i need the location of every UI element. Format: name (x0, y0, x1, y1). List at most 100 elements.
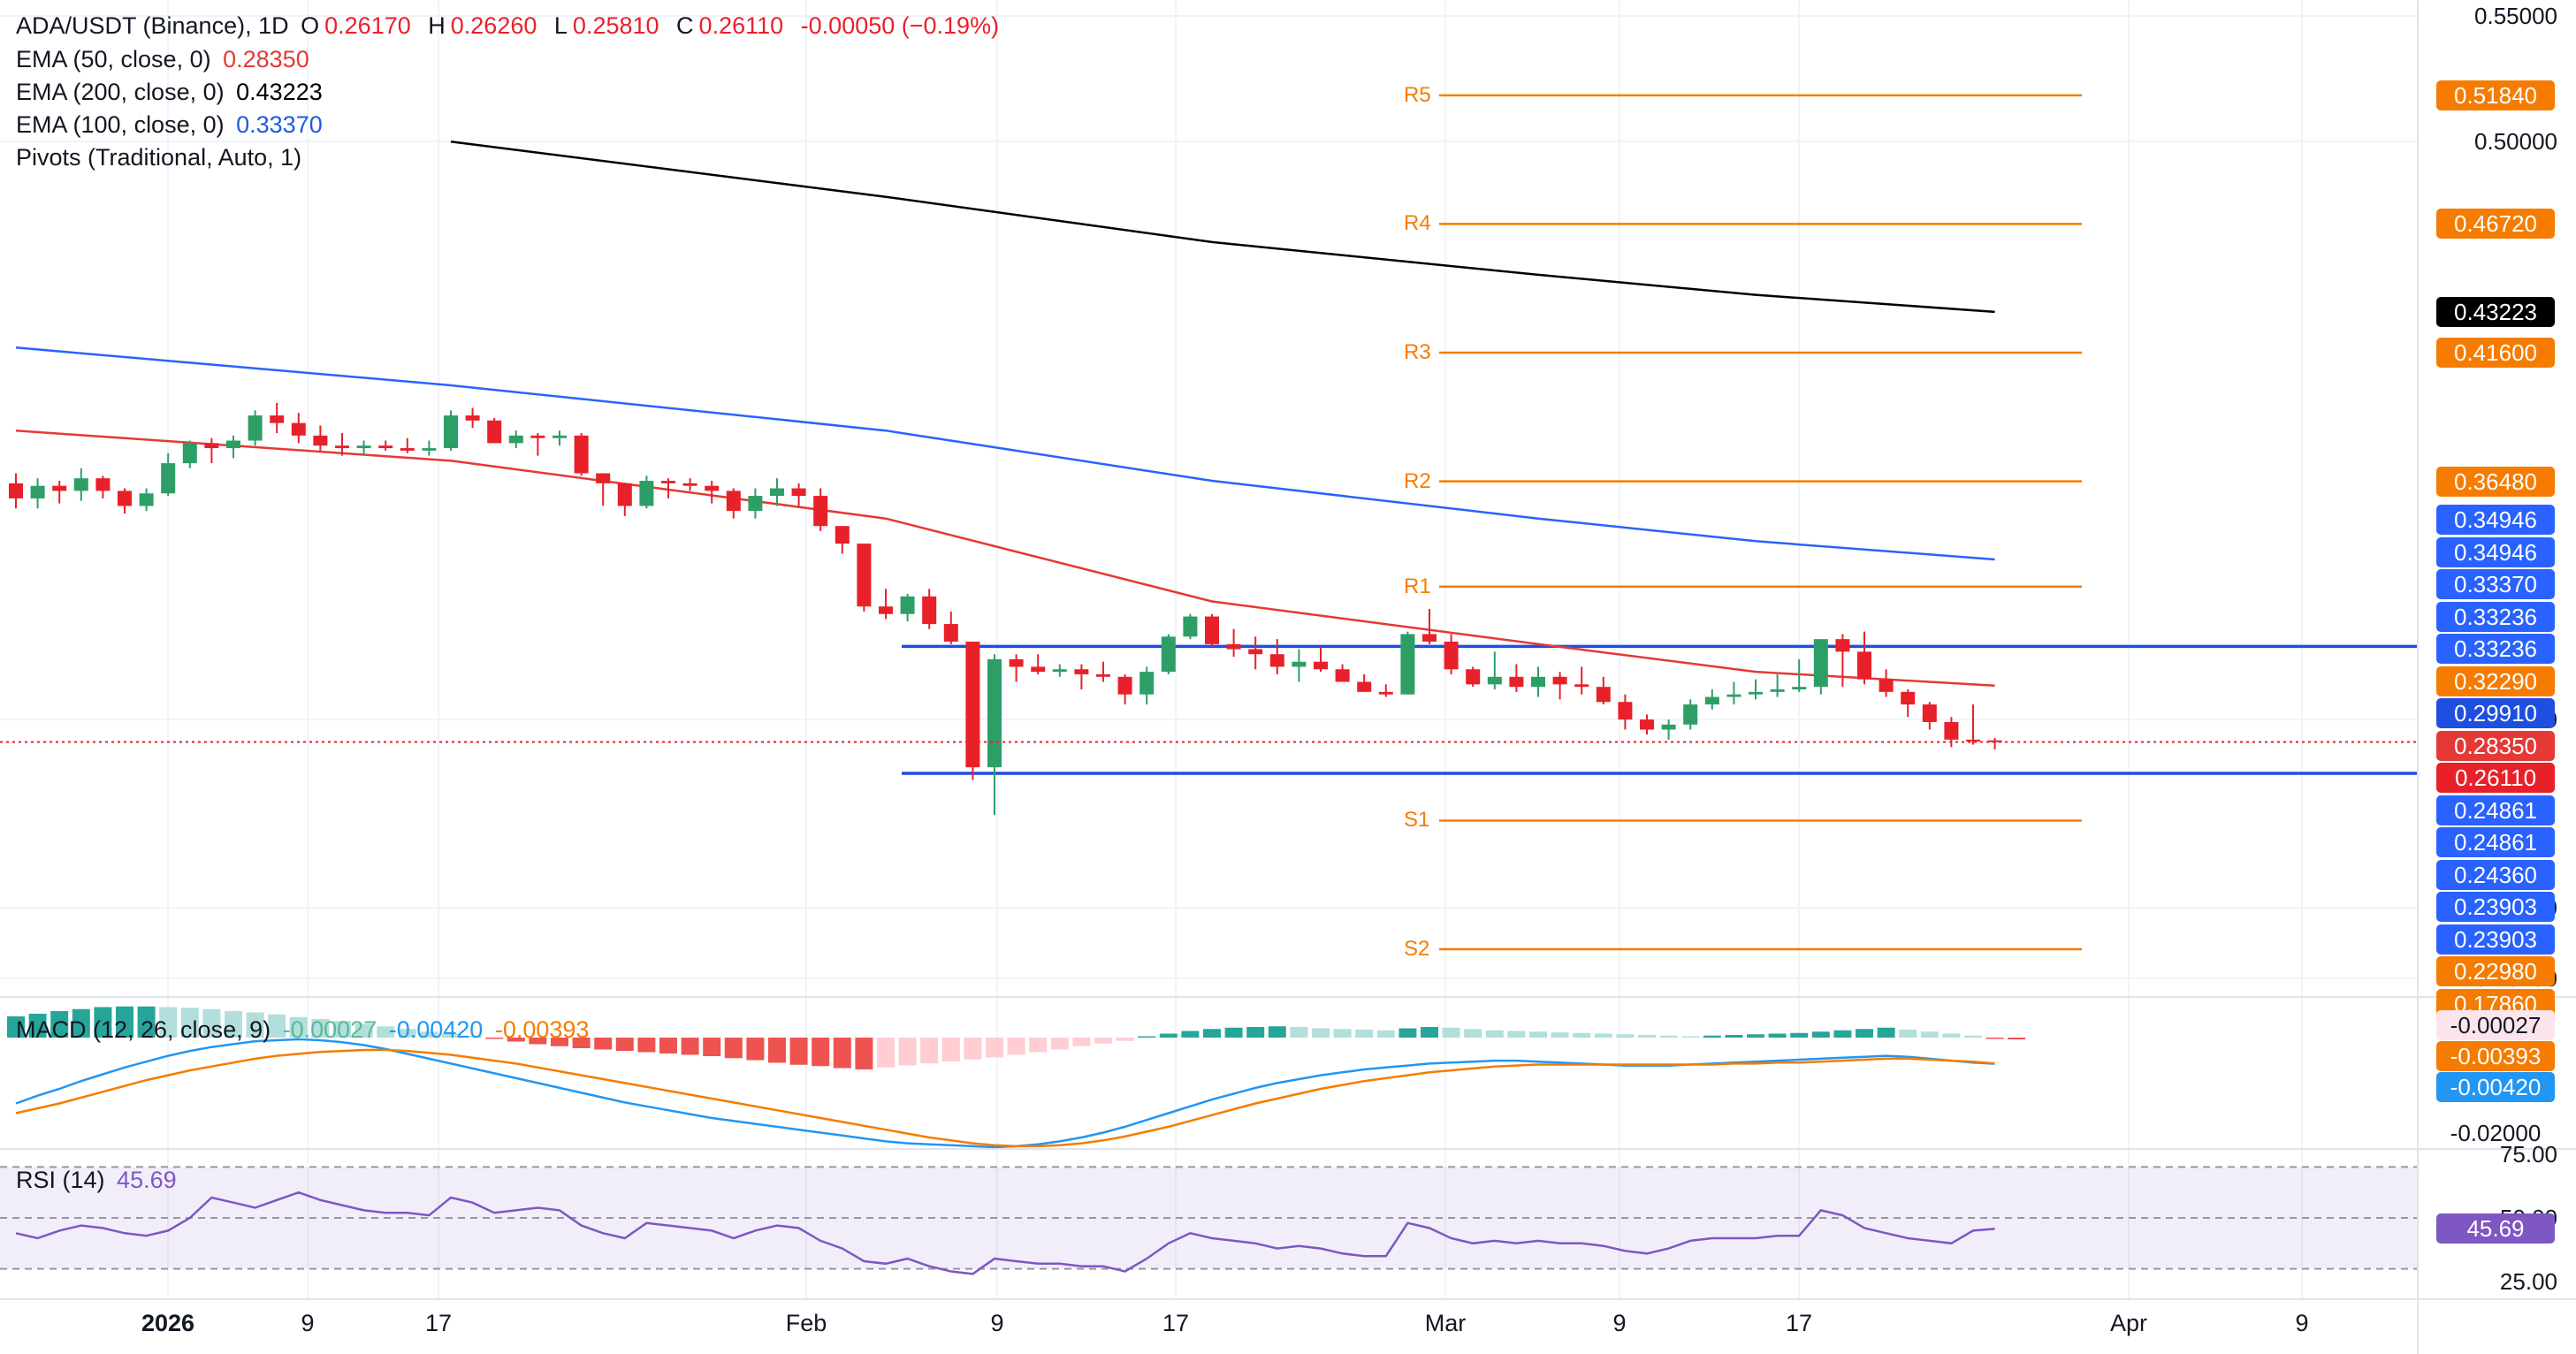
candle-body (1596, 687, 1611, 703)
price-tag: 0.22980 (2436, 956, 2555, 987)
candle-body (857, 544, 872, 607)
candle-body (9, 483, 23, 498)
macd-histogram-bar (572, 1038, 591, 1048)
candle-body (1813, 639, 1828, 688)
candle-body (835, 526, 850, 544)
candle-body (682, 483, 697, 486)
macd-histogram-bar (1224, 1027, 1243, 1038)
macd-histogram-bar (1594, 1033, 1612, 1038)
rsi-axis-label: 75.00 (2499, 1141, 2557, 1168)
ema100-line (15, 346, 1995, 561)
macd-histogram-bar (225, 1011, 242, 1038)
candle (1074, 664, 1089, 690)
candle (965, 641, 980, 780)
candle (770, 478, 784, 506)
candle (1400, 631, 1415, 695)
macd-histogram-bar (1138, 1036, 1156, 1038)
macd-histogram-bar (333, 1021, 351, 1038)
candle-body (1292, 661, 1307, 667)
candle (922, 589, 937, 629)
candle-body (1205, 616, 1219, 644)
macd-histogram-bar (354, 1023, 373, 1038)
price-tag: 0.28350 (2436, 730, 2555, 761)
time-axis-label: Mar (1424, 1310, 1467, 1336)
macd-histogram-bar (986, 1038, 1003, 1058)
ema200-value: 0.43223 (236, 79, 323, 105)
candle-body (1161, 636, 1176, 673)
candlesticks[interactable] (9, 402, 2002, 816)
legend-ema200[interactable]: EMA (200, close, 0) 0.43223 (16, 79, 323, 105)
rsi-pane[interactable] (0, 1166, 2418, 1275)
macd-histogram-bar (1833, 1030, 1852, 1038)
macd-histogram-bar (1856, 1029, 1873, 1038)
legend-macd[interactable]: MACD (12, 26, close, 9) -0.00027 -0.0042… (16, 1016, 590, 1043)
candle (1835, 634, 1850, 688)
macd-histogram-bar (1877, 1027, 1895, 1038)
legend-symbol-row: ADA/USDT (Binance), 1D O 0.26170 H 0.26260… (16, 12, 1004, 40)
symbol-label[interactable]: ADA/USDT (Binance), 1D (16, 12, 289, 39)
legend-ema100[interactable]: EMA (100, close, 0) 0.33370 (16, 111, 323, 138)
candle (1422, 609, 1437, 644)
time-axis-label: 9 (301, 1310, 315, 1336)
grid-lines (0, 0, 2418, 1299)
candle-body (1792, 687, 1807, 690)
candle-body (530, 435, 545, 438)
candle (161, 453, 176, 497)
time-axis-label: 9 (1612, 1310, 1627, 1336)
macd-histogram-bar (941, 1038, 960, 1061)
price-tag: 0.43223 (2436, 296, 2555, 327)
macd-axis-label: -0.00027 (2436, 1010, 2555, 1040)
candle (1269, 639, 1284, 674)
candle (1683, 699, 1698, 730)
ohlc-close: C 0.26110 (676, 12, 784, 39)
macd-histogram-bar (1920, 1031, 1939, 1038)
candle-body (791, 488, 806, 497)
macd-histogram-bar (724, 1038, 743, 1059)
candle-body (335, 445, 349, 449)
candle (1813, 639, 1828, 695)
legend-ema50[interactable]: EMA (50, close, 0) 0.28350 (16, 46, 309, 72)
macd-histogram-bar (1573, 1032, 1591, 1038)
candle (748, 488, 763, 519)
candle-body (444, 415, 458, 449)
macd-histogram-bar (659, 1038, 677, 1054)
macd-histogram-bar (1290, 1027, 1308, 1038)
candle-body (1314, 661, 1328, 670)
candle-body (118, 491, 132, 506)
macd-histogram-bar (703, 1038, 721, 1056)
macd-lines (15, 1038, 1995, 1149)
price-tag: 0.34946 (2436, 536, 2555, 567)
candle (1726, 681, 1741, 705)
macd-histogram-bar (485, 1038, 504, 1039)
candle (378, 440, 393, 451)
macd-histogram-bar (1659, 1035, 1678, 1038)
candle-body (705, 485, 720, 491)
macd-histogram-bar (1616, 1034, 1635, 1038)
legend-pivots[interactable]: Pivots (Traditional, Auto, 1) (16, 144, 302, 171)
price-axis-label: 0.55000 (2474, 3, 2557, 29)
candle (118, 488, 132, 513)
candle (1248, 636, 1263, 670)
macd-histogram-bar (289, 1016, 308, 1038)
candle (943, 611, 958, 644)
candle-body (1422, 634, 1437, 642)
candle-body (1226, 643, 1241, 650)
candle-body (378, 445, 393, 449)
candle-body (1357, 681, 1372, 692)
price-tag: 0.23903 (2436, 924, 2555, 955)
macd-histogram-bar (1072, 1038, 1091, 1046)
candle-body (748, 496, 763, 512)
candle-body (965, 641, 980, 768)
macd-histogram-bar (202, 1008, 221, 1038)
candle-body (770, 488, 784, 497)
macd-histogram-bar (1638, 1035, 1656, 1038)
candle-body (987, 658, 1002, 768)
macd-histogram-bar (529, 1038, 547, 1045)
legend-rsi[interactable]: RSI (14) 45.69 (16, 1167, 177, 1193)
candle (1749, 679, 1763, 700)
macd-pane[interactable] (7, 1006, 2026, 1149)
time-axis-label: 9 (2295, 1310, 2309, 1336)
candle-body (661, 481, 675, 483)
rsi-axis-label: 25.00 (2499, 1268, 2557, 1295)
